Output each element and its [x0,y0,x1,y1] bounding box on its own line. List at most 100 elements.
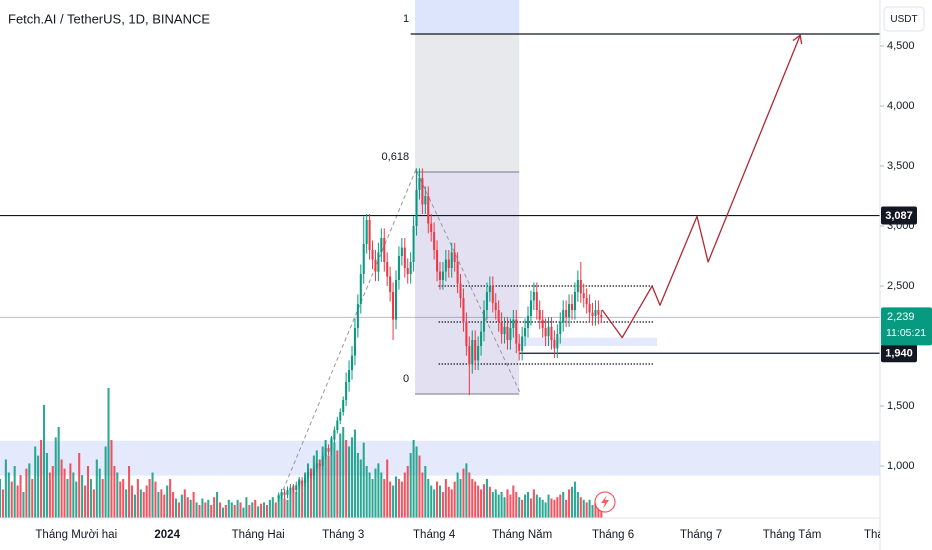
candle-body [512,319,515,329]
volume-bar [309,468,312,518]
volume-bar [201,498,204,518]
volume-bar [22,492,25,518]
volume-bar [336,450,339,518]
x-tick-label: Tháng Hai [232,529,285,541]
volume-bar [163,494,166,518]
volume-bar [497,494,500,518]
volume-bar [31,479,34,518]
volume-bar [286,499,289,518]
volume-bar [101,479,104,518]
volume-bar [89,479,92,518]
lightning-icon[interactable] [594,491,616,513]
currency-label[interactable]: USDT [890,14,917,25]
level-price-label: 3,087 [885,210,913,222]
candle-body [576,280,579,293]
candle-body [365,219,368,244]
volume-bar [412,440,415,518]
projection-layer [601,33,803,339]
volume-bar [568,489,571,518]
candle-body [415,189,418,226]
candle-body [453,252,456,263]
candle-body [433,231,436,250]
volume-bar [579,497,582,518]
volume-bar [400,481,403,518]
candle-body [327,448,330,452]
volume-bar [262,502,266,518]
candle-body [471,340,474,365]
volume-bar [386,459,389,518]
volume-bar [66,479,69,518]
volume-bar [183,489,186,518]
volume-bar [113,466,116,518]
volume-bar [151,472,154,518]
volume-bar [248,505,251,518]
volume-bar [107,388,110,518]
volume-bar [207,499,210,518]
volume-bar [257,506,260,518]
time-axis: Tháng Mười hai 2024 Tháng Hai Tháng 3 Tháng … [35,529,880,541]
candle-body [477,346,480,361]
candle-body [488,286,491,293]
candle-body [441,271,444,281]
candle-body [465,322,468,347]
volume-bar [57,427,60,518]
volume-bar [128,466,131,518]
candle-body [597,310,600,315]
candle-body [547,326,550,337]
volume-bar [444,479,447,518]
volume-bar [142,492,145,518]
candle-body [535,292,538,311]
volume-bar [304,472,307,518]
volume-bar [195,502,198,518]
volume-bar [547,494,550,518]
projection-path [601,34,801,339]
volume-bar [321,446,324,518]
candle-body [312,468,315,476]
volume-bar [541,499,544,518]
volume-bar [119,481,122,518]
candle-body [529,300,532,317]
last-price-box [881,307,932,346]
volume-bar [198,505,201,518]
volume-bar [19,475,22,518]
volume-bar [301,481,304,518]
fib-trend-line [282,168,521,491]
volume-bar [254,499,257,518]
volume-bar [166,485,169,518]
volume-bar [233,505,236,518]
candle-body [409,262,412,275]
volume-bar [339,433,342,518]
plot-back [0,0,880,476]
candle-body [374,259,377,272]
volume-bar [133,494,136,518]
currency-button[interactable] [883,6,925,32]
volume-bar [210,505,213,518]
volume-bar [436,481,439,518]
volume-bar [242,507,245,518]
candle-body [324,448,327,457]
volume-bar [380,472,383,518]
candle-body [438,271,442,281]
candle-body [559,322,562,335]
volume-bar [573,481,576,518]
candle-body [304,478,307,483]
volume-bar [268,499,271,518]
candle-body [309,472,312,476]
volume-bar [42,404,46,518]
volume-bar [418,455,421,518]
candle-body [359,274,362,305]
icon-bolt[interactable] [601,495,609,509]
volume-bar [359,459,362,518]
last-price-label: 2,239 [887,311,915,323]
candle-body [321,456,324,467]
candle-body [350,355,354,371]
candle-body [491,286,494,303]
volume-bar [456,472,459,518]
volume-bar [1,489,4,518]
volume-bar [597,507,600,518]
volume-bar [485,479,488,518]
candle-body [368,219,371,250]
candle-body [494,302,497,311]
volume-bar [544,502,547,518]
